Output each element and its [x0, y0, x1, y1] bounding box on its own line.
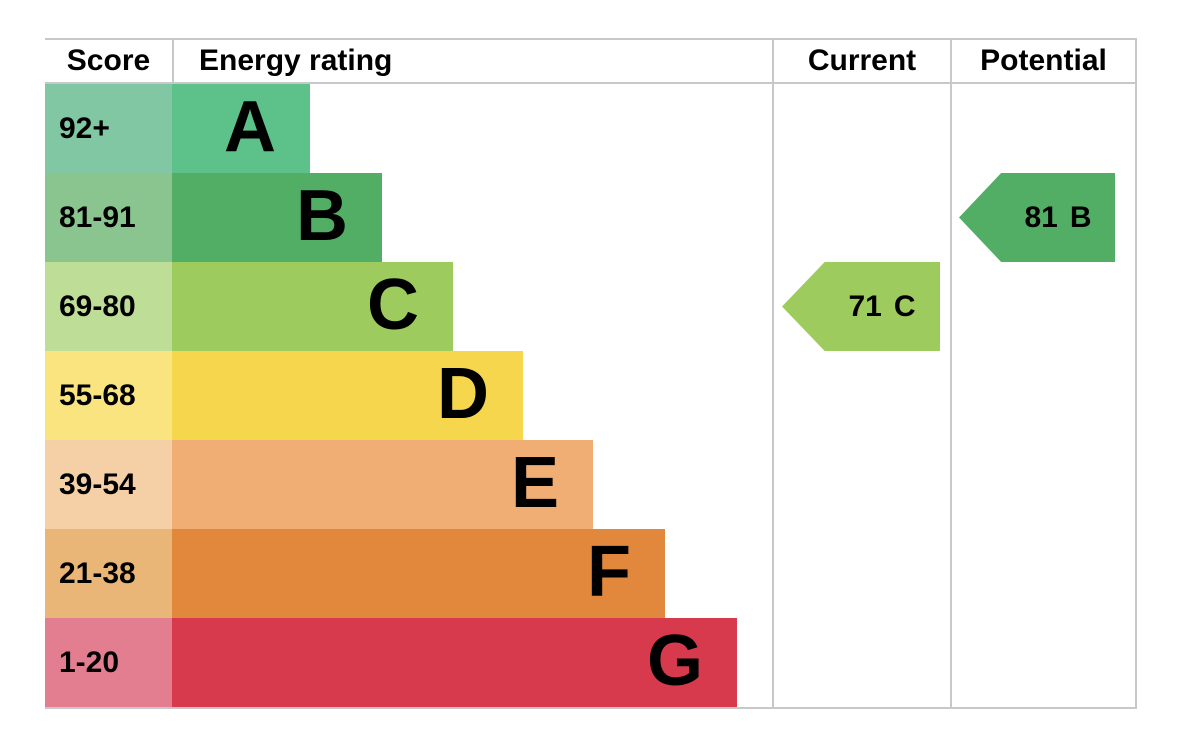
- current-column-header: Current: [772, 40, 950, 82]
- epc-rating-table: Score Energy rating Current Potential 92…: [45, 38, 1137, 709]
- score-range-d: 55-68: [45, 351, 172, 440]
- rating-bar-d: D: [172, 351, 523, 440]
- potential-rating-arrow: 81 B: [959, 173, 1115, 262]
- rating-bar-area: D: [172, 351, 772, 440]
- score-range-b: 81-91: [45, 173, 172, 262]
- score-column-header: Score: [66, 44, 151, 77]
- band-row-e: 39-54 E: [45, 440, 1135, 529]
- score-range-e: 39-54: [45, 440, 172, 529]
- rating-bar-e: E: [172, 440, 593, 529]
- score-range-label: 69-80: [59, 289, 136, 323]
- rating-bar-area: A: [172, 84, 772, 173]
- band-row-f: 21-38 F: [45, 529, 1135, 618]
- current-cell: [772, 84, 950, 173]
- current-cell: [772, 173, 950, 262]
- band-row-d: 55-68 D: [45, 351, 1135, 440]
- potential-band-letter: B: [1069, 200, 1092, 234]
- rating-bar-c: C: [172, 262, 453, 351]
- current-score-value: 71: [848, 289, 882, 323]
- rating-bar-area: E: [172, 440, 772, 529]
- potential-cell: 81 B: [950, 173, 1135, 262]
- potential-cell: [950, 262, 1135, 351]
- rating-bar-a: A: [172, 84, 310, 173]
- band-row-b: 81-91 B 81 B: [45, 173, 1135, 262]
- current-cell: [772, 440, 950, 529]
- score-range-c: 69-80: [45, 262, 172, 351]
- current-cell: 71 C: [772, 262, 950, 351]
- band-letter: B: [296, 175, 348, 256]
- score-range-label: 55-68: [59, 378, 136, 412]
- rating-bar-g: G: [172, 618, 737, 707]
- score-range-label: 92+: [59, 111, 110, 145]
- score-range-f: 21-38: [45, 529, 172, 618]
- band-row-g: 1-20 G: [45, 618, 1135, 707]
- rating-bar-area: G: [172, 618, 772, 707]
- rating-bar-f: F: [172, 529, 665, 618]
- potential-cell: [950, 440, 1135, 529]
- rating-bar-area: F: [172, 529, 772, 618]
- band-letter: E: [510, 442, 559, 523]
- rating-bar-area: B: [172, 173, 772, 262]
- band-letter: A: [224, 86, 276, 167]
- band-letter: D: [437, 353, 489, 434]
- band-letter: F: [587, 531, 631, 612]
- score-range-label: 21-38: [59, 556, 136, 590]
- potential-cell: [950, 618, 1135, 707]
- potential-cell: [950, 529, 1135, 618]
- potential-column-header: Potential: [950, 40, 1135, 82]
- score-range-g: 1-20: [45, 618, 172, 707]
- current-cell: [772, 529, 950, 618]
- score-range-label: 1-20: [59, 645, 120, 679]
- rating-bar-area: C: [172, 262, 772, 351]
- score-range-a: 92+: [45, 84, 172, 173]
- score-range-label: 39-54: [59, 467, 136, 501]
- current-band-letter: C: [893, 289, 916, 323]
- band-letter: C: [367, 264, 419, 345]
- current-rating-arrow: 71 C: [782, 262, 940, 351]
- potential-cell: [950, 351, 1135, 440]
- energy-rating-column-header: Energy rating: [172, 40, 772, 82]
- current-cell: [772, 351, 950, 440]
- rating-bar-b: B: [172, 173, 382, 262]
- potential-score-value: 81: [1024, 200, 1058, 234]
- table-header-row: Score Energy rating Current Potential: [45, 40, 1135, 84]
- score-range-label: 81-91: [59, 200, 136, 234]
- current-cell: [772, 618, 950, 707]
- band-row-a: 92+ A: [45, 84, 1135, 173]
- band-row-c: 69-80 C 71 C: [45, 262, 1135, 351]
- band-letter: G: [646, 620, 703, 701]
- potential-cell: [950, 84, 1135, 173]
